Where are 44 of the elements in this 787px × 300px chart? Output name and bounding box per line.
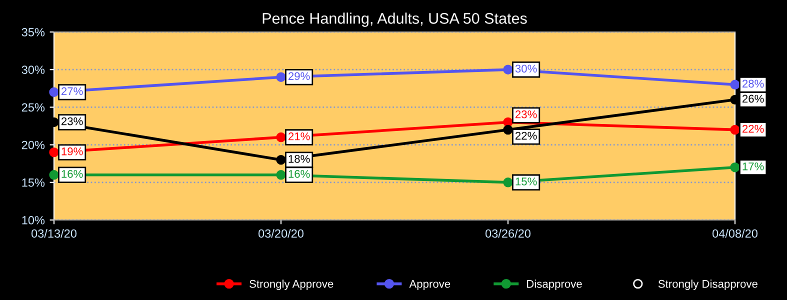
- y-tick-label: 20%: [22, 140, 45, 150]
- data-label: 21%: [288, 132, 310, 140]
- data-label: 30%: [515, 64, 537, 73]
- data-label: 16%: [288, 170, 310, 178]
- data-label: 18%: [288, 154, 310, 163]
- point: [503, 124, 513, 135]
- data-label: 27%: [62, 87, 83, 96]
- y-tick-label: 30%: [22, 66, 45, 74]
- data-label: 23%: [62, 117, 83, 126]
- data-label: 26%: [742, 94, 764, 103]
- x-tick-label: 03/20/20: [258, 229, 304, 238]
- data-label: 16%: [62, 170, 83, 178]
- point: [276, 72, 286, 82]
- data-label: 22%: [516, 132, 537, 140]
- data-label: 28%: [742, 80, 764, 88]
- data-label: 19%: [62, 147, 83, 156]
- point: [503, 178, 513, 188]
- point: [49, 147, 59, 158]
- legend-label: Strongly Disapprove: [658, 280, 758, 290]
- data-label: 22%: [742, 124, 764, 133]
- legend-label: Strongly Approve: [250, 280, 334, 290]
- chart-title: Pence Handling, Adults, USA 50 States: [262, 12, 527, 27]
- point: [730, 124, 740, 135]
- x-tick-label: 03/26/20: [485, 229, 531, 238]
- x-tick-label: 03/13/20: [31, 229, 77, 238]
- data-label: 15%: [516, 178, 537, 186]
- data-label: 23%: [516, 110, 537, 118]
- data-label: 17%: [742, 162, 764, 170]
- y-tick-label: 35%: [22, 28, 45, 36]
- legend-label: Disapprove: [527, 280, 582, 290]
- point: [276, 132, 286, 142]
- point: [730, 162, 740, 172]
- y-tick-label: 25%: [22, 103, 45, 112]
- x-tick-label: 04/08/20: [712, 229, 758, 238]
- y-tick-label: 15%: [22, 178, 45, 187]
- data-label: 29%: [288, 72, 310, 80]
- point: [49, 170, 59, 180]
- point: [276, 154, 286, 165]
- point: [503, 64, 513, 74]
- y-tick-label: 10%: [22, 216, 45, 224]
- legend-label: Approve: [409, 280, 450, 290]
- point: [49, 87, 59, 98]
- point: [276, 170, 286, 180]
- point: [730, 80, 740, 90]
